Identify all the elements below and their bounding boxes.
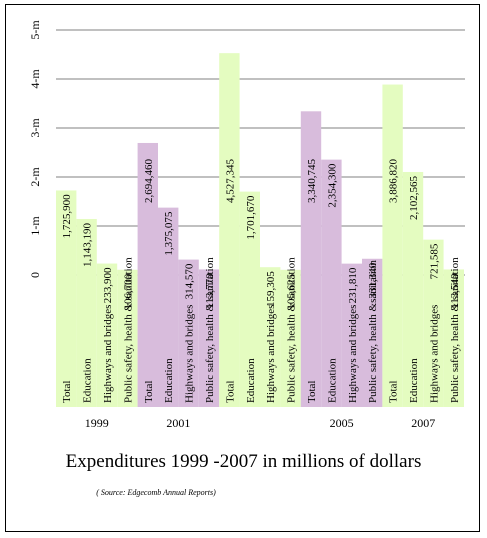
x-tick-label: 2007: [411, 416, 435, 430]
bar: [260, 267, 281, 407]
category-label: Highways and bridges: [428, 305, 440, 403]
category-label: Public safety, health & sanitation: [286, 257, 298, 403]
value-label: 1,375,075: [163, 211, 175, 256]
category-label: Public safety, health & sanitation: [204, 257, 216, 403]
category-label: Total: [224, 381, 236, 403]
value-label: 1,143,190: [82, 222, 94, 267]
x-tick-label: 2001: [166, 416, 190, 430]
x-tick-label: 1999: [85, 416, 109, 430]
category-label: Public safety, health & sanitation: [122, 257, 134, 403]
category-label: Total: [306, 381, 318, 403]
category-label: Public safety, health & sanitation: [449, 257, 461, 403]
bar-chart: 0 1-m 2-m 3-m 4-m 5-m Total 1,725,900 Education 1…: [28, 20, 465, 430]
value-label: 231,810: [347, 267, 359, 303]
category-label: Total: [61, 381, 73, 403]
category-label: Highways and bridges: [184, 305, 196, 403]
bar: [158, 207, 179, 407]
value-label: 721,585: [428, 243, 440, 279]
y-tick-label: 2-m: [28, 167, 42, 187]
value-label: 1,701,670: [245, 195, 257, 240]
category-label: Total: [143, 381, 155, 403]
bar: [423, 239, 444, 407]
category-label: Education: [163, 358, 175, 403]
bar: [402, 171, 424, 407]
category-label: Public safety, health &sanitation: [367, 260, 379, 403]
bar: [137, 142, 158, 407]
bar: [76, 218, 97, 407]
bar: [198, 269, 220, 407]
bar: [300, 111, 322, 407]
value-label: 3,340,745: [306, 159, 318, 204]
category-label: Highways and bridges: [102, 305, 114, 403]
bar: [362, 258, 383, 407]
y-tick-label: 0: [28, 272, 42, 278]
value-label: 2,354,300: [326, 163, 338, 208]
category-label: Highways and bridges: [265, 305, 277, 403]
category-label: Education: [326, 358, 338, 403]
value-label: 159,305: [265, 271, 277, 307]
category-label: Education: [408, 358, 420, 403]
value-label: 2,102,565: [408, 175, 420, 220]
bar: [117, 269, 138, 407]
y-tick-label: 3-m: [28, 118, 42, 138]
bar: [178, 259, 199, 407]
bar: [280, 269, 301, 407]
category-label: Education: [82, 358, 94, 403]
bar: [96, 263, 118, 407]
bar: [443, 269, 464, 407]
chart-frame: 0 1-m 2-m 3-m 4-m 5-m Total 1,725,900 Education 1…: [5, 4, 480, 532]
value-label: 4,527,345: [224, 159, 236, 204]
source-note: ( Source: Edgecomb Annual Reports): [96, 488, 216, 497]
bar: [239, 191, 260, 407]
value-label: 113,770: [204, 273, 216, 309]
y-tick-label: 5-m: [28, 20, 42, 40]
value-label: 2,694,460: [143, 159, 155, 204]
category-label: Education: [245, 358, 257, 403]
category-label: Total: [388, 381, 400, 403]
bar: [219, 53, 240, 407]
bar: [382, 84, 403, 407]
value-label: 3,886,820: [388, 159, 400, 204]
value-label: 233,900: [102, 267, 114, 303]
value-label: 331,340: [367, 262, 379, 298]
y-tick-label: 4-m: [28, 69, 42, 89]
value-label: 314,570: [184, 263, 196, 299]
y-tick-label: 1-m: [28, 216, 42, 236]
bar: [341, 263, 362, 407]
bar: [56, 190, 77, 407]
category-label: Highways and bridges: [347, 305, 359, 403]
bar: [321, 159, 342, 407]
x-tick-label: 2005: [330, 416, 354, 430]
value-label: 113,540: [449, 273, 461, 309]
chart-title: Expenditures 1999 -2007 in millions of d…: [65, 451, 422, 472]
value-label: 106,700: [122, 273, 134, 309]
value-label: 1,725,900: [61, 194, 73, 239]
value-label: 105,625: [286, 273, 298, 309]
